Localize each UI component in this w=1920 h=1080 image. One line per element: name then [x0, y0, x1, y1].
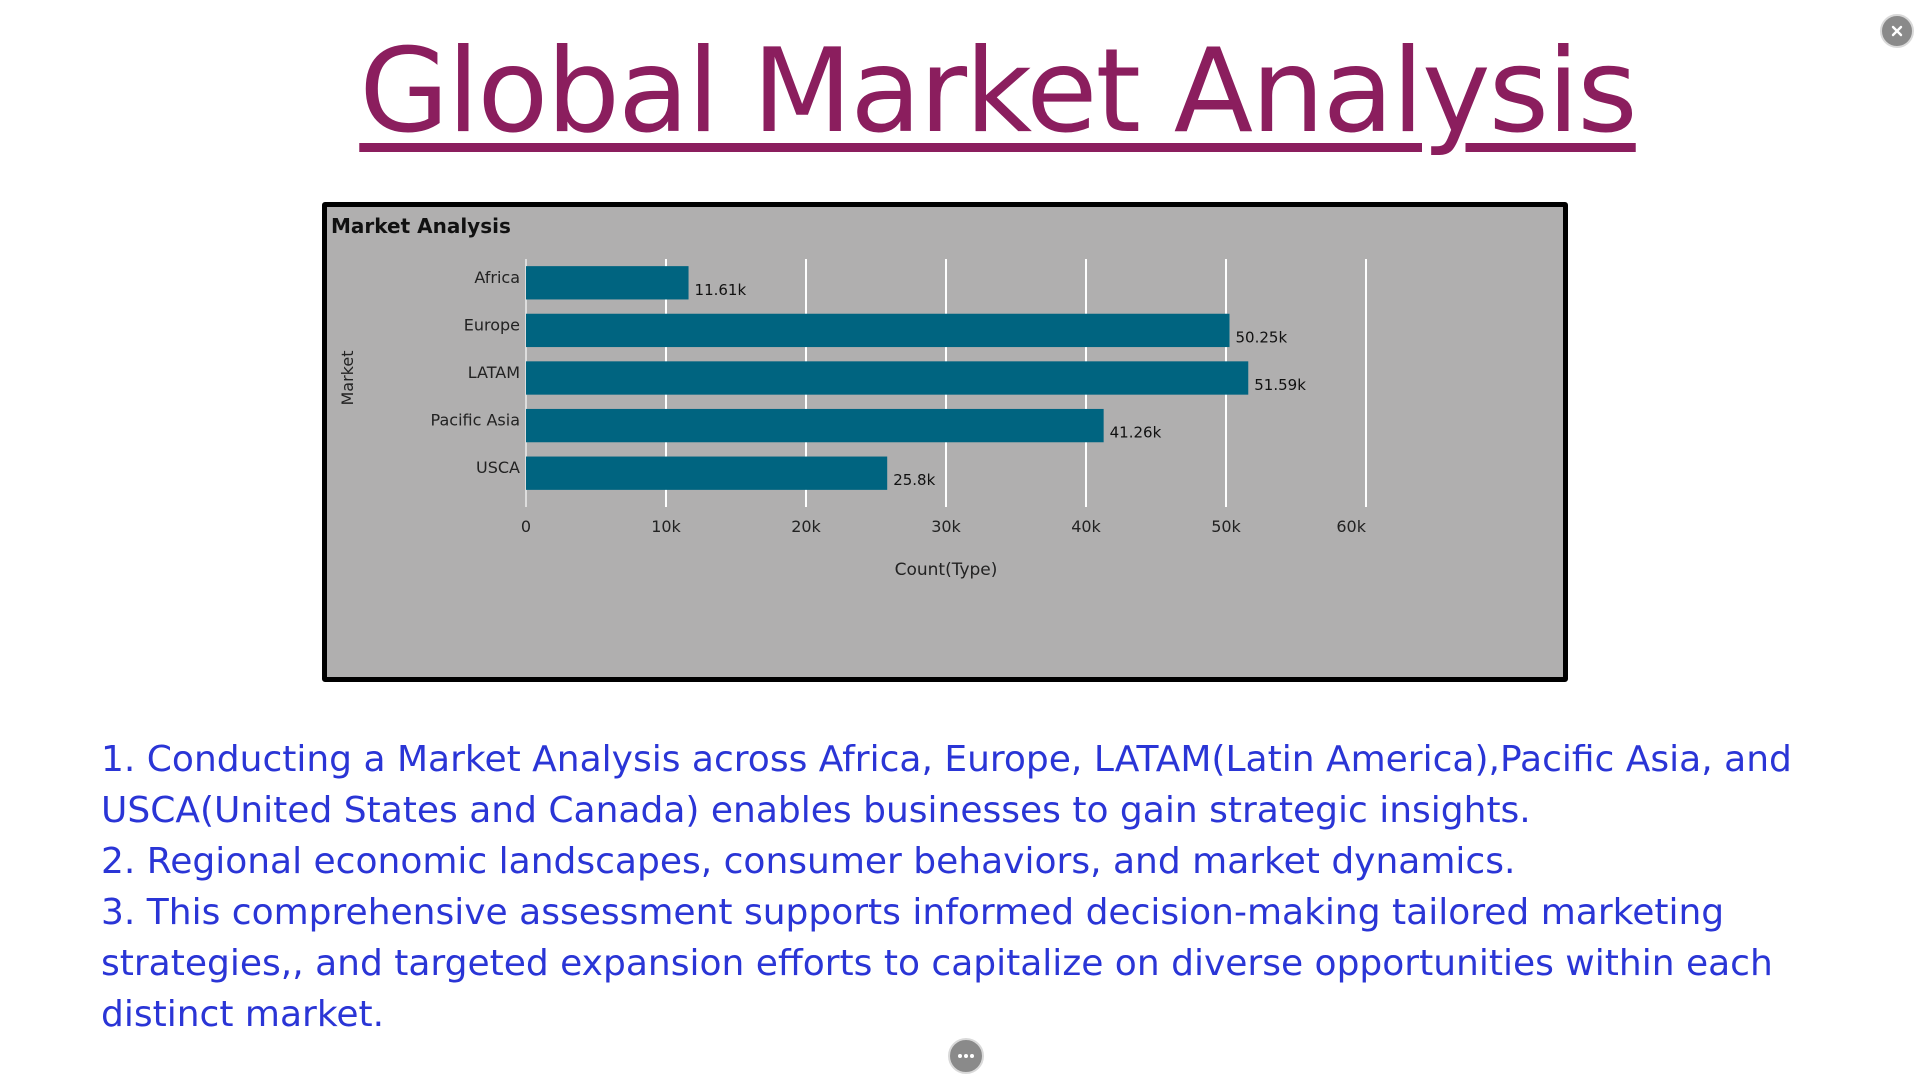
data-label: 51.59k	[1254, 376, 1306, 394]
x-tick-label: 20k	[791, 517, 821, 536]
x-tick-label: 10k	[651, 517, 681, 536]
x-tick-label: 0	[521, 517, 531, 536]
y-tick-label: Pacific Asia	[431, 411, 520, 430]
insight-3: 3. This comprehensive assessment support…	[101, 892, 1773, 1035]
close-icon	[1891, 25, 1903, 37]
y-tick-label: Europe	[464, 315, 520, 334]
chart-title: Market Analysis	[331, 214, 511, 238]
bar[interactable]	[526, 361, 1249, 395]
x-tick-label: 40k	[1071, 517, 1101, 536]
insights-text: 1. Conducting a Market Analysis across A…	[101, 734, 1861, 1040]
bar[interactable]	[526, 313, 1230, 348]
x-tick-label: 50k	[1211, 517, 1241, 536]
insight-1: 1. Conducting a Market Analysis across A…	[101, 739, 1792, 831]
data-label: 50.25k	[1236, 328, 1288, 346]
chart-canvas: Market Analysis 0 10k 20k 30k 40k 50k 60k Afric…	[331, 214, 1367, 580]
x-axis-title: Count(Type)	[895, 560, 998, 580]
x-tick-label: 60k	[1336, 517, 1366, 536]
bar[interactable]	[526, 456, 888, 490]
data-label: 11.61k	[695, 281, 747, 299]
data-label: 41.26k	[1110, 424, 1162, 442]
ellipsis-icon	[958, 1054, 974, 1058]
y-tick-label: USCA	[476, 458, 520, 477]
x-tick-label: 30k	[931, 517, 961, 536]
bar[interactable]	[526, 408, 1104, 443]
market-analysis-chart: Market Analysis 0 10k 20k 30k 40k 50k 60k Afric…	[322, 202, 1568, 682]
bar[interactable]	[526, 266, 689, 300]
insight-2: 2. Regional economic landscapes, consume…	[101, 841, 1516, 882]
y-tick-label: Africa	[474, 268, 520, 287]
more-options-button[interactable]	[948, 1038, 984, 1074]
y-axis-title: Market	[338, 351, 357, 406]
page-title: Global Market Analysis	[359, 24, 1637, 159]
close-button[interactable]	[1880, 14, 1914, 48]
y-tick-label: LATAM	[468, 363, 520, 382]
data-label: 25.8k	[893, 471, 935, 489]
